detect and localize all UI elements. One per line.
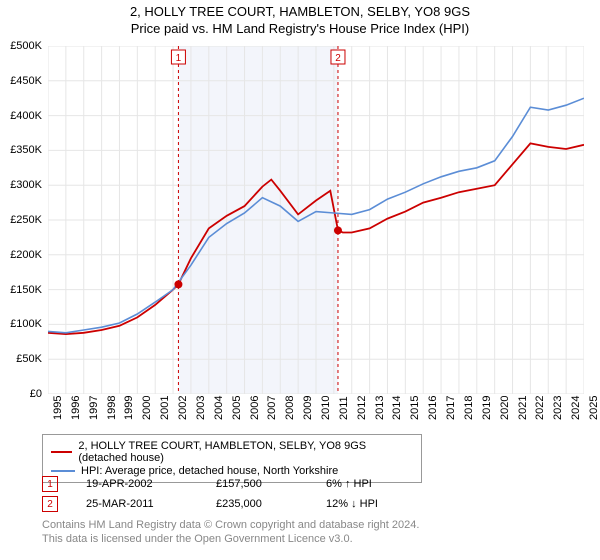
legend-label: 2, HOLLY TREE COURT, HAMBLETON, SELBY, Y… xyxy=(78,440,413,464)
x-tick-label: 2025 xyxy=(588,396,600,420)
y-tick-label: £350K xyxy=(10,144,42,156)
attribution-line: Contains HM Land Registry data © Crown c… xyxy=(42,518,562,532)
x-tick-label: 2022 xyxy=(534,396,546,420)
y-tick-label: £400K xyxy=(10,110,42,122)
transaction-row: 1 19-APR-2002£157,5006% ↑ HPI xyxy=(42,476,562,492)
x-tick-label: 2000 xyxy=(141,396,153,420)
x-tick-label: 2008 xyxy=(284,396,296,420)
x-tick-label: 2016 xyxy=(427,396,439,420)
x-tick-label: 2007 xyxy=(266,396,278,420)
y-tick-label: £150K xyxy=(10,284,42,296)
x-axis: 1995 1996 1997 1998 1999 2000 2001 2002 2003 2004… xyxy=(48,396,584,436)
x-tick-label: 2005 xyxy=(231,396,243,420)
svg-text:1: 1 xyxy=(176,53,182,64)
x-tick-label: 1996 xyxy=(70,396,82,420)
chart-plot-area: 12 xyxy=(48,46,584,394)
transaction-price: £235,000 xyxy=(216,498,326,510)
x-tick-label: 2010 xyxy=(320,396,332,420)
transaction-date: 19-APR-2002 xyxy=(86,478,216,490)
x-tick-label: 2019 xyxy=(481,396,493,420)
y-tick-label: £200K xyxy=(10,249,42,261)
transaction-row: 2 25-MAR-2011£235,00012% ↓ HPI xyxy=(42,496,562,512)
attribution: Contains HM Land Registry data © Crown c… xyxy=(42,518,562,547)
x-tick-label: 1997 xyxy=(88,396,100,420)
legend-item: 2, HOLLY TREE COURT, HAMBLETON, SELBY, Y… xyxy=(51,440,413,464)
transaction-marker-icon: 2 xyxy=(42,496,58,512)
x-tick-label: 2001 xyxy=(159,396,171,420)
y-tick-label: £50K xyxy=(16,353,42,365)
x-tick-label: 1995 xyxy=(52,396,64,420)
x-tick-label: 2020 xyxy=(499,396,511,420)
x-tick-label: 2014 xyxy=(391,396,403,420)
y-tick-label: £450K xyxy=(10,75,42,87)
x-tick-label: 2024 xyxy=(570,396,582,420)
chart-title: 2, HOLLY TREE COURT, HAMBLETON, SELBY, Y… xyxy=(0,4,600,19)
transaction-price: £157,500 xyxy=(216,478,326,490)
transaction-marker-icon: 1 xyxy=(42,476,58,492)
svg-text:2: 2 xyxy=(335,53,341,64)
x-tick-label: 2021 xyxy=(517,396,529,420)
y-axis: £0£50K£100K£150K£200K£250K£300K£350K£400… xyxy=(0,46,46,394)
attribution-line: This data is licensed under the Open Gov… xyxy=(42,532,562,546)
transaction-pct: 6% ↑ HPI xyxy=(326,478,446,490)
x-tick-label: 2017 xyxy=(445,396,457,420)
x-tick-label: 2023 xyxy=(552,396,564,420)
y-tick-label: £500K xyxy=(10,40,42,52)
y-tick-label: £250K xyxy=(10,214,42,226)
x-tick-label: 2018 xyxy=(463,396,475,420)
legend-swatch xyxy=(51,451,72,453)
x-tick-label: 2015 xyxy=(409,396,421,420)
y-tick-label: £300K xyxy=(10,179,42,191)
x-tick-label: 1999 xyxy=(123,396,135,420)
transaction-pct: 12% ↓ HPI xyxy=(326,498,446,510)
x-tick-label: 2006 xyxy=(249,396,261,420)
x-tick-label: 1998 xyxy=(106,396,118,420)
chart-subtitle: Price paid vs. HM Land Registry's House … xyxy=(0,21,600,36)
x-tick-label: 2013 xyxy=(374,396,386,420)
x-tick-label: 2004 xyxy=(213,396,225,420)
transactions-table: 1 19-APR-2002£157,5006% ↑ HPI 2 25-MAR-2011… xyxy=(42,472,562,516)
y-tick-label: £100K xyxy=(10,318,42,330)
transaction-date: 25-MAR-2011 xyxy=(86,498,216,510)
x-tick-label: 2002 xyxy=(177,396,189,420)
x-tick-label: 2012 xyxy=(356,396,368,420)
x-tick-label: 2003 xyxy=(195,396,207,420)
y-tick-label: £0 xyxy=(30,388,42,400)
x-tick-label: 2011 xyxy=(338,396,350,420)
x-tick-label: 2009 xyxy=(302,396,314,420)
